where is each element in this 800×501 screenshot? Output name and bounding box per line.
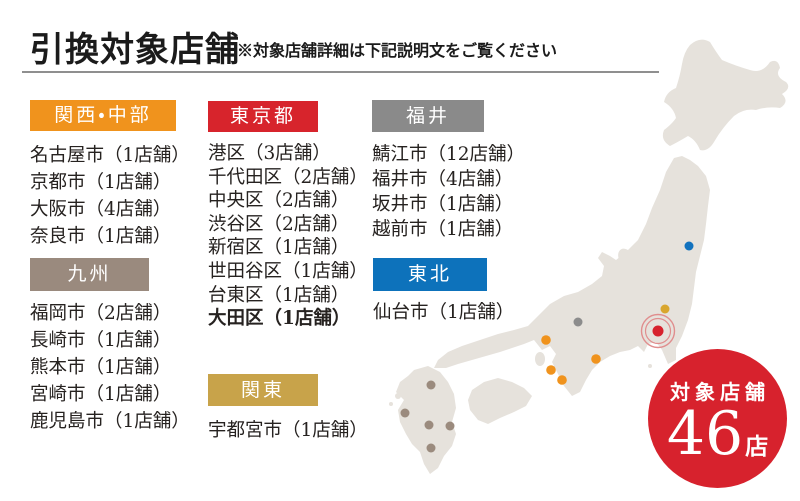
region-kanto: 関東 宇都宮市（1店舗） xyxy=(208,374,368,444)
store-item-setagaya: 世田谷区（1店舗） xyxy=(208,260,368,282)
map-dot-kyoto-icon xyxy=(541,335,551,345)
region-kansai-chubu: 関西・中部 名古屋市（1店舗） 京都市（1店舗） 大阪市（4店舗） 奈良市（1店… xyxy=(30,100,190,250)
region-header-tohoku: 東北 xyxy=(373,258,487,291)
page-title: 引換対象店舗 xyxy=(30,30,240,70)
region-header-kyushu: 九州 xyxy=(30,258,149,291)
total-badge-count: 46店 xyxy=(648,401,787,467)
store-list-kansai-chubu: 名古屋市（1店舗） 京都市（1店舗） 大阪市（4店舗） 奈良市（1店舗） xyxy=(30,142,190,250)
store-item-sakai: 坂井市（1店舗） xyxy=(372,194,514,215)
tokyo-ring-inner xyxy=(644,317,672,345)
store-list-tokyo: 港区（3店舗） 千代田区（2店舗） 中央区（2店舗） 渋谷区（2店舗） 新宿区（… xyxy=(208,142,368,331)
region-tohoku: 東北 仙台市（1店舗） xyxy=(373,258,515,326)
map-dot-kumamoto-icon xyxy=(424,420,434,430)
map-dot-utsunomiya-icon xyxy=(660,304,670,314)
store-item-minato: 港区（3店舗） xyxy=(208,143,331,164)
store-item-nagasaki: 長崎市（1店舗） xyxy=(30,330,172,351)
region-header-fukui: 福井 xyxy=(372,100,484,132)
store-item-shinjuku: 新宿区（1店舗） xyxy=(208,237,350,259)
honshu-island xyxy=(434,156,710,396)
store-list-tohoku: 仙台市（1店舗） xyxy=(373,300,515,326)
region-header-tokyo: 東京都 xyxy=(208,101,318,132)
region-kyushu: 九州 福岡市（2店舗） 長崎市（1店舗） 熊本市（1店舗） 宮崎市（1店舗） 鹿… xyxy=(30,258,190,435)
region-tokyo: 東京都 港区（3店舗） 千代田区（2店舗） 中央区（2店舗） 渋谷区（2店舗） … xyxy=(208,101,368,331)
store-item-kyoto: 京都市（1店舗） xyxy=(30,172,172,193)
map-dot-sendai-icon xyxy=(684,241,694,251)
map-dot-nagasaki-icon xyxy=(400,408,410,418)
store-item-chiyoda: 千代田区（2店舗） xyxy=(208,166,368,188)
store-item-kumamoto: 熊本市（1店舗） xyxy=(30,357,172,378)
store-item-sendai: 仙台市（1店舗） xyxy=(373,302,515,323)
total-count-number: 46 xyxy=(666,399,744,469)
store-item-sabae: 鯖江市（12店舗） xyxy=(372,144,526,165)
store-item-fukui: 福井市（4店舗） xyxy=(372,169,514,190)
store-item-osaka: 大阪市（4店舗） xyxy=(30,199,172,220)
map-dot-osaka-icon xyxy=(546,365,556,375)
tsushima-island xyxy=(395,393,401,399)
store-item-chuo: 中央区（2店舗） xyxy=(208,190,350,212)
store-item-miyazaki: 宮崎市（1店舗） xyxy=(30,384,172,405)
total-badge-label: 対象店舗 xyxy=(670,380,770,404)
shikoku-island xyxy=(468,378,532,424)
store-item-nara: 奈良市（1店舗） xyxy=(30,226,172,247)
store-item-ota: 大田区（1店舗） xyxy=(208,308,351,330)
store-item-echizen: 越前市（1店舗） xyxy=(372,219,514,240)
izu-oshima-island xyxy=(648,364,652,368)
region-header-kansai-chubu: 関西・中部 xyxy=(30,100,176,131)
sado-island xyxy=(618,248,634,268)
map-dot-kagoshima-icon xyxy=(426,443,436,453)
map-dot-miyazaki-icon xyxy=(445,421,455,431)
store-list-kyushu: 福岡市（2店舗） 長崎市（1店舗） 熊本市（1店舗） 宮崎市（1店舗） 鹿児島市… xyxy=(30,300,190,435)
store-item-nagoya: 名古屋市（1店舗） xyxy=(30,145,190,166)
store-item-utsunomiya: 宇都宮市（1店舗） xyxy=(208,420,368,441)
region-fukui: 福井 鯖江市（12店舗） 福井市（4店舗） 坂井市（1店舗） 越前市（1店舗） xyxy=(372,100,526,242)
map-dot-fukuoka-icon xyxy=(426,380,436,390)
total-count-unit: 店 xyxy=(745,433,769,460)
page-note: ※対象店舗詳細は下記説明文をご覧ください xyxy=(237,41,558,60)
map-dot-tokyo-icon xyxy=(652,325,664,337)
awaji-island xyxy=(535,352,545,366)
kyushu-island xyxy=(396,366,456,474)
region-header-kanto: 関東 xyxy=(208,374,318,406)
store-item-shibuya: 渋谷区（2店舗） xyxy=(208,213,350,235)
store-item-kagoshima: 鹿児島市（1店舗） xyxy=(30,411,190,432)
goto-island xyxy=(389,402,393,406)
map-dot-nara-icon xyxy=(557,375,567,385)
store-item-taito: 台東区（1店舗） xyxy=(208,284,350,306)
map-dot-fukui-icon xyxy=(573,317,583,327)
hokkaido-island xyxy=(662,39,789,151)
tokyo-ring-outer xyxy=(640,313,676,349)
store-item-fukuoka: 福岡市（2店舗） xyxy=(30,303,172,324)
store-list-kanto: 宇都宮市（1店舗） xyxy=(208,418,368,444)
divider xyxy=(22,71,659,73)
store-list-fukui: 鯖江市（12店舗） 福井市（4店舗） 坂井市（1店舗） 越前市（1店舗） xyxy=(372,142,526,242)
total-badge: 対象店舗 46店 xyxy=(648,349,787,488)
map-dot-nagoya-icon xyxy=(591,354,601,364)
